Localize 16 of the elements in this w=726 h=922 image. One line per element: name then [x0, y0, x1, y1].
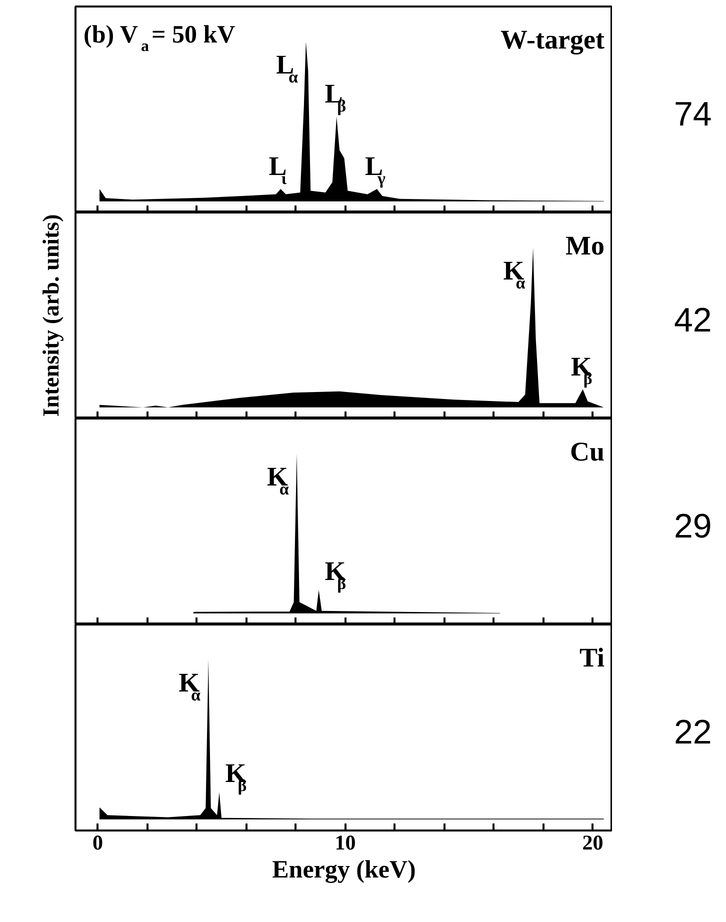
x-axis-title: Energy (keV) [272, 856, 416, 884]
x-tick-label: 0 [92, 830, 104, 854]
x-tick-label: 10 [334, 830, 356, 854]
text: 74 [674, 95, 712, 134]
chart-title: Cu [570, 436, 604, 466]
annotation: Kα [266, 462, 290, 498]
chart-title: W-target [500, 24, 605, 54]
chart-title: Mo [566, 230, 604, 260]
text: 22 [674, 713, 712, 752]
x-tick-label: 20 [582, 830, 604, 854]
annotation: Kα [178, 668, 202, 704]
chart-title: Ti [579, 642, 605, 672]
y-axis-title: Intensity (arb. units) [38, 214, 64, 417]
annotation: Kα [503, 256, 526, 292]
text: 29 [674, 507, 712, 546]
text: 42 [674, 301, 712, 340]
